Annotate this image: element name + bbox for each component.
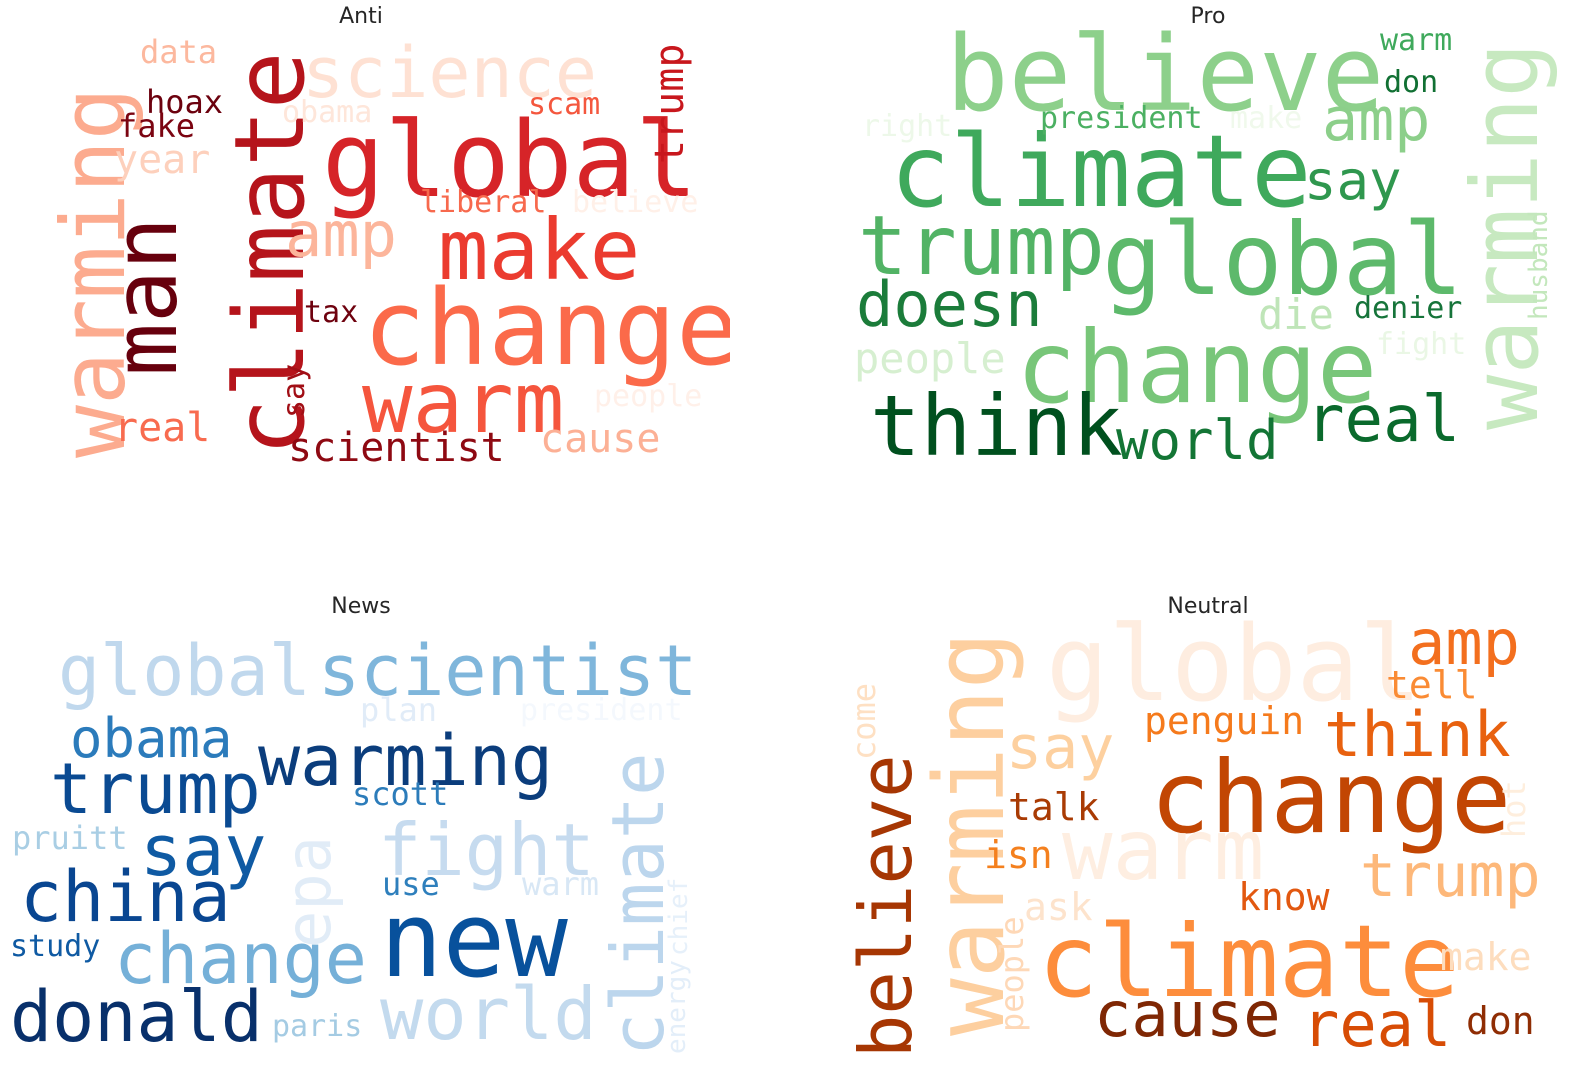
cloud-word: say — [1304, 149, 1402, 212]
cloud-word: say — [1006, 713, 1115, 783]
cloud-word: penguin — [1144, 699, 1305, 743]
cloud-word: liberal — [420, 185, 547, 220]
cloud-word: people — [594, 379, 703, 414]
cloud-word: make — [1440, 935, 1532, 979]
cloud-word: science — [302, 36, 598, 114]
cloud-word: real — [1306, 383, 1461, 457]
cloud-word: trump — [647, 43, 693, 164]
panel-title: News — [331, 594, 391, 619]
cloud-word: doesn — [856, 268, 1043, 341]
cloud-word: amp — [1322, 85, 1431, 155]
cloud-word: real — [1302, 988, 1452, 1061]
cloud-word: people — [854, 334, 1006, 383]
cloud-word: epa — [272, 836, 345, 948]
word-cloud: global change climate warming man make w… — [10, 36, 730, 476]
cloud-word: isn — [984, 833, 1053, 877]
cloud-word: global — [58, 630, 311, 712]
panel-title: Neutral — [1167, 594, 1249, 619]
cloud-word: people — [993, 916, 1031, 1032]
cloud-word: change — [114, 918, 367, 1000]
cloud-word: ask — [1024, 885, 1093, 929]
cloud-word: obama — [282, 95, 373, 130]
cloud-word: president — [1040, 101, 1203, 136]
cloud-word: trump — [50, 748, 261, 830]
cloud-word: pruitt — [12, 819, 128, 857]
cloud-word: data — [140, 36, 218, 71]
cloud-word: change — [1016, 309, 1378, 426]
cloud-word: fight — [378, 808, 595, 892]
cloud-word: cause — [1094, 978, 1281, 1051]
cloud-word: year — [114, 137, 211, 183]
cloud-word: real — [114, 405, 211, 451]
cloud-word: hoax — [146, 83, 224, 121]
cloud-word: obama — [70, 707, 233, 770]
cloud-word: plan — [360, 691, 438, 729]
cloud-word: scientist — [288, 425, 505, 471]
cloud-word: believe — [846, 754, 928, 1058]
panel-title: Pro — [1190, 4, 1226, 29]
cloud-word: say — [277, 363, 312, 418]
cloud-word: scott — [352, 775, 449, 813]
cloud-word: amp — [285, 198, 397, 271]
cloud-word: talk — [1008, 785, 1100, 829]
cloud-word: amp — [1408, 612, 1520, 679]
cloud-word: husband — [1524, 210, 1554, 320]
cloud-word: chief — [664, 877, 694, 956]
cloud-word: fake — [118, 107, 196, 145]
cloud-word: right — [862, 109, 953, 144]
cloud-word: think — [870, 377, 1123, 475]
cloud-word: don — [1466, 999, 1535, 1043]
cloud-word: don — [1384, 65, 1439, 100]
cloud-word: think — [1324, 698, 1511, 771]
cloud-word: president — [520, 693, 683, 728]
cloud-word: denier — [1354, 291, 1463, 326]
word-cloud: global warming change climate believe wa… — [846, 612, 1566, 1066]
cloud-word: warm — [1380, 23, 1453, 58]
cloud-word: die — [1258, 290, 1334, 339]
cloud-word: scam — [528, 87, 601, 122]
cloud-word: china — [20, 856, 231, 938]
cloud-word: man — [94, 217, 197, 376]
cloud-word: world — [380, 972, 597, 1056]
cloud-word: know — [1238, 875, 1330, 919]
word-cloud: global scientist warming trump obama say… — [0, 626, 730, 1066]
cloud-word: global — [1102, 201, 1464, 318]
cloud-word: climate — [890, 113, 1312, 230]
cloud-word: warm — [522, 865, 600, 903]
cloud-word: make — [438, 201, 641, 299]
cloud-word: new — [380, 879, 568, 1001]
cloud-word: donald — [10, 976, 263, 1058]
cloud-word: warm — [1062, 801, 1265, 899]
word-cloud: believe climate global change warming th… — [846, 22, 1566, 476]
cloud-word: energy — [662, 960, 692, 1054]
cloud-word: trump — [858, 199, 1105, 294]
cloud-word: warm — [362, 354, 565, 452]
panel-title: Anti — [339, 4, 383, 29]
cloud-word: fight — [1376, 327, 1467, 362]
cloud-word: global — [322, 99, 698, 221]
cloud-word: world — [1116, 409, 1279, 472]
cloud-word: tax — [304, 295, 359, 330]
cloud-word: scientist — [318, 630, 698, 712]
cloud-word: tell — [1386, 663, 1478, 707]
cloud-word: make — [1230, 101, 1303, 136]
cloud-word: paris — [272, 1009, 363, 1044]
cloud-word: use — [382, 865, 440, 903]
cloud-word: believe — [572, 185, 699, 220]
cloud-word: warming — [258, 720, 554, 802]
cloud-word: hot — [1495, 780, 1533, 838]
cloud-word: say — [140, 810, 267, 892]
cloud-word: come — [846, 682, 883, 760]
cloud-word: global — [1046, 612, 1422, 725]
cloud-word: trump — [1360, 841, 1541, 911]
cloud-word: believe — [946, 22, 1385, 135]
cloud-word: change — [1150, 739, 1512, 856]
cloud-word: climate — [1038, 903, 1460, 1020]
cloud-word: change — [363, 267, 730, 389]
cloud-word: study — [10, 929, 101, 964]
cloud-word: cause — [540, 416, 661, 462]
